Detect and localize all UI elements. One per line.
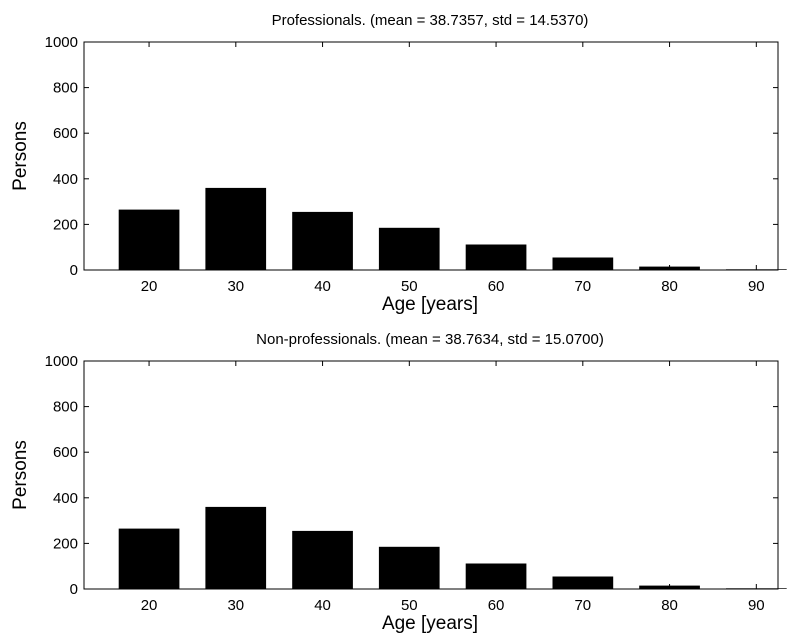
x-tick-label: 60 [488, 597, 505, 614]
x-axis: 20 30 40 50 60 70 80 90 [141, 361, 765, 614]
bar-40 [292, 211, 353, 270]
bar-30 [205, 187, 267, 270]
x-tick-label: 80 [661, 597, 678, 614]
bar-80 [639, 585, 700, 589]
y-axis-label: Persons [10, 121, 31, 191]
y-tick-label: 600 [53, 125, 78, 142]
bar-70 [552, 257, 614, 270]
bar-20 [118, 209, 180, 270]
x-tick-label: 30 [227, 597, 244, 614]
x-tick-label: 40 [314, 278, 331, 295]
bar-60 [465, 244, 527, 270]
bar-90 [726, 588, 787, 589]
y-tick-label: 800 [53, 80, 78, 97]
x-tick-label: 40 [314, 597, 331, 614]
x-tick-label: 30 [227, 278, 244, 295]
y-tick-label: 600 [53, 444, 78, 461]
x-axis-label: Age [years] [382, 294, 478, 315]
y-tick-label: 800 [53, 399, 78, 416]
y-tick-label: 1000 [45, 34, 78, 51]
y-tick-label: 200 [53, 535, 78, 552]
x-tick-label: 90 [748, 597, 765, 614]
bar-80 [639, 266, 700, 270]
x-tick-label: 90 [748, 278, 765, 295]
chart-title: Professionals. (mean = 38.7357, std = 14… [272, 12, 589, 29]
x-tick-label: 50 [401, 597, 418, 614]
y-tick-label: 0 [70, 581, 78, 598]
bar-60 [465, 563, 527, 589]
bar-50 [378, 227, 440, 270]
bar-90 [726, 269, 787, 270]
x-tick-label: 70 [574, 597, 591, 614]
y-tick-label: 400 [53, 490, 78, 507]
y-tick-label: 0 [70, 262, 78, 279]
bars [118, 187, 787, 270]
y-tick-label: 200 [53, 216, 78, 233]
x-tick-label: 20 [141, 597, 158, 614]
bar-40 [292, 530, 353, 589]
bar-30 [205, 506, 267, 589]
x-tick-label: 20 [141, 278, 158, 295]
y-axis-label: Persons [10, 440, 31, 510]
x-tick-label: 50 [401, 278, 418, 295]
chart-title: Non-professionals. (mean = 38.7634, std … [256, 331, 604, 348]
bars [118, 506, 787, 589]
bar-70 [552, 576, 614, 589]
bar-20 [118, 528, 180, 589]
y-tick-label: 1000 [45, 353, 78, 370]
chart-professionals: Professionals. (mean = 38.7357, std = 14… [10, 12, 787, 315]
x-tick-label: 70 [574, 278, 591, 295]
bar-50 [378, 546, 440, 589]
x-tick-label: 60 [488, 278, 505, 295]
y-tick-label: 400 [53, 171, 78, 188]
y-axis: 0 200 400 600 800 1000 [45, 34, 778, 279]
x-tick-label: 80 [661, 278, 678, 295]
y-axis: 0 200 400 600 800 1000 [45, 353, 778, 598]
x-axis-label: Age [years] [382, 613, 478, 634]
chart-non-professionals: Non-professionals. (mean = 38.7634, std … [10, 331, 787, 634]
